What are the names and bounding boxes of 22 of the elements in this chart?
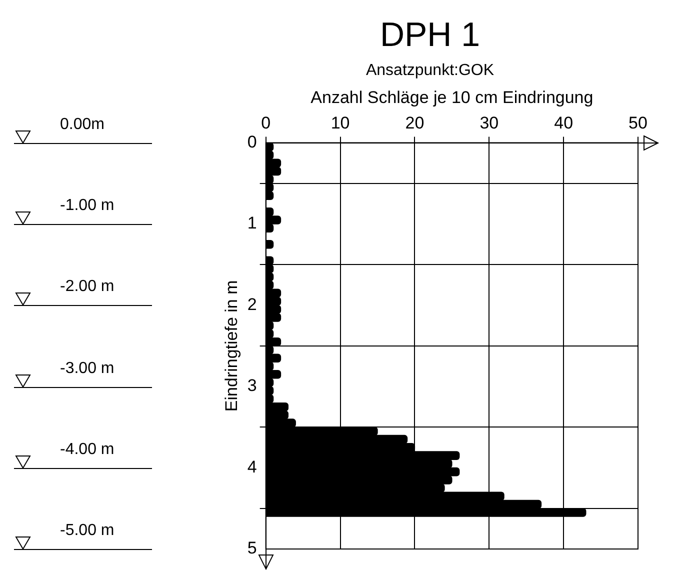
text: -3.00 m xyxy=(60,360,114,378)
text: -1.00 m xyxy=(60,197,114,216)
chart-title: DPH 1 xyxy=(380,16,480,54)
x-tick-label: 0 xyxy=(261,113,271,132)
y-tick-label: 5 xyxy=(247,538,257,558)
y-tick-label: 0 xyxy=(247,132,257,152)
x-tick-label: 20 xyxy=(405,113,424,132)
x-axis-title: Anzahl Schläge je 10 cm Eindringung xyxy=(310,88,594,107)
text: 0.00m xyxy=(60,116,104,134)
y-tick-label: 1 xyxy=(247,214,257,233)
x-tick-label: 50 xyxy=(628,113,648,132)
text: -2.00 m xyxy=(60,278,114,296)
y-tick-label: 2 xyxy=(247,294,257,314)
y-tick-label: 4 xyxy=(247,457,257,476)
text: -4.00 m xyxy=(60,440,114,459)
x-tick-label: 40 xyxy=(554,113,574,132)
text: -5.00 m xyxy=(60,522,114,540)
chart-subtitle: Ansatzpunkt:GOK xyxy=(366,62,494,79)
y-axis-title: Eindringtiefe in m xyxy=(222,280,241,412)
x-tick-label: 30 xyxy=(480,113,499,132)
x-tick-label: 10 xyxy=(330,113,350,132)
y-tick-label: 3 xyxy=(247,376,257,396)
